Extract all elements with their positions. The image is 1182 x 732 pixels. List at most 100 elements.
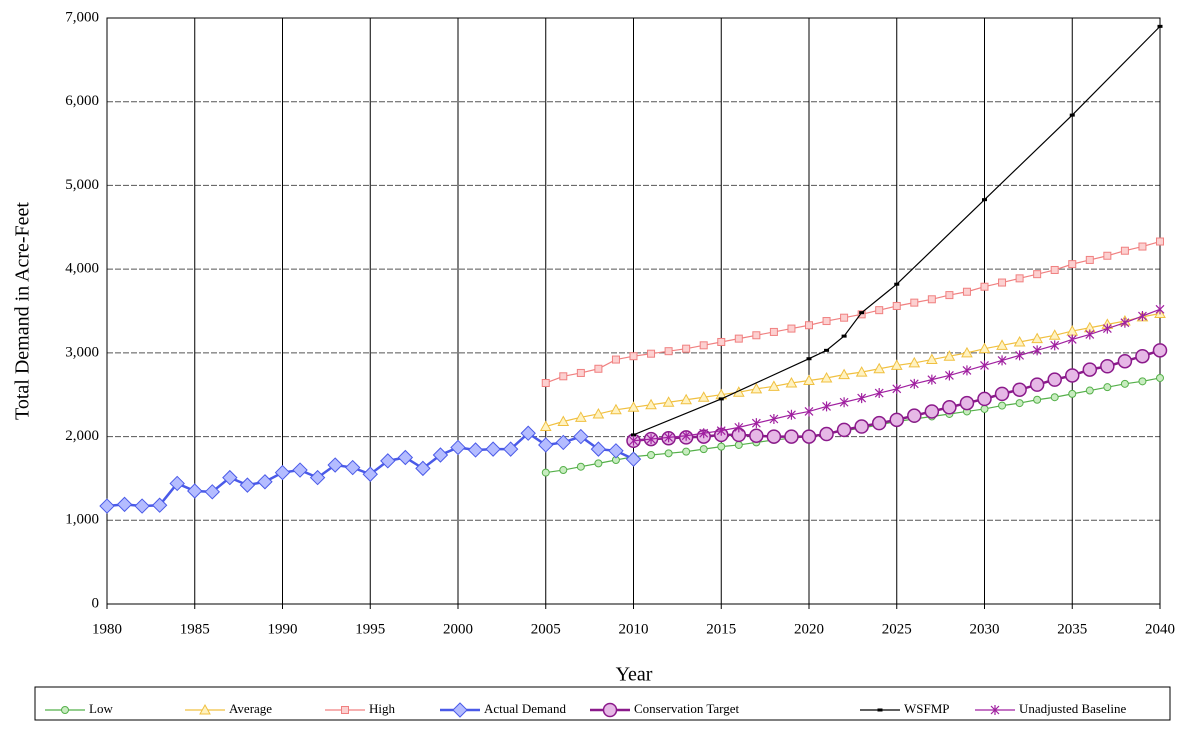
marker	[752, 331, 761, 340]
y-tick-label: 5,000	[65, 177, 99, 193]
marker	[1120, 246, 1129, 255]
x-tick-label: 2035	[1057, 621, 1087, 637]
marker	[994, 386, 1010, 402]
marker	[576, 462, 585, 471]
legend-marker	[341, 706, 349, 714]
marker	[927, 295, 936, 304]
marker	[840, 313, 849, 322]
marker	[1120, 317, 1130, 328]
marker	[959, 395, 975, 411]
legend-marker	[61, 706, 69, 714]
marker	[926, 353, 938, 365]
marker	[980, 282, 989, 291]
marker	[824, 348, 830, 352]
marker	[749, 428, 764, 443]
marker	[592, 407, 605, 419]
marker	[839, 397, 849, 408]
marker	[1032, 345, 1042, 356]
marker	[151, 497, 168, 513]
marker	[1100, 359, 1115, 374]
marker	[822, 317, 831, 326]
marker	[998, 401, 1007, 410]
marker	[557, 415, 570, 427]
x-tick-label: 2015	[706, 621, 736, 637]
marker	[820, 371, 833, 383]
marker	[1157, 24, 1163, 28]
x-tick-label: 2005	[531, 621, 561, 637]
marker	[892, 301, 901, 310]
legend-marker	[990, 705, 1000, 715]
legend-marker	[199, 703, 211, 715]
marker	[1068, 260, 1077, 269]
marker	[1033, 270, 1042, 279]
marker	[996, 339, 1008, 350]
y-tick-label: 4,000	[65, 261, 99, 277]
marker	[890, 359, 903, 370]
marker	[977, 391, 992, 407]
marker	[1085, 386, 1094, 395]
marker	[1156, 237, 1164, 246]
marker	[892, 383, 902, 394]
marker	[664, 432, 674, 443]
y-axis-label: Total Demand in Acre-Feet	[12, 202, 34, 420]
marker	[559, 372, 568, 381]
marker	[1138, 377, 1147, 386]
marker	[909, 378, 919, 389]
x-tick-label: 1985	[180, 621, 210, 637]
marker	[204, 484, 221, 500]
marker	[1048, 329, 1061, 340]
marker	[1120, 379, 1129, 388]
legend-label: High	[369, 701, 396, 716]
marker	[344, 459, 361, 476]
marker	[718, 397, 724, 401]
legend-label: Low	[89, 701, 113, 716]
marker	[980, 360, 989, 371]
marker	[116, 496, 133, 513]
marker	[787, 409, 796, 420]
x-tick-label: 2020	[794, 621, 824, 637]
marker	[292, 462, 308, 478]
marker	[859, 311, 865, 315]
marker	[734, 440, 743, 449]
legend-label: WSFMP	[904, 701, 950, 716]
marker	[467, 442, 484, 458]
marker	[769, 327, 778, 336]
y-tick-label: 1,000	[65, 512, 99, 528]
marker	[680, 393, 692, 405]
legend-box	[34, 686, 1171, 721]
marker	[99, 498, 115, 514]
legend-marker	[452, 702, 468, 718]
marker	[785, 376, 798, 388]
marker	[1050, 265, 1059, 274]
marker	[889, 412, 904, 428]
marker	[629, 435, 638, 446]
marker	[573, 428, 589, 445]
marker	[1029, 377, 1045, 392]
marker	[590, 441, 607, 457]
marker	[1050, 340, 1060, 351]
marker	[1138, 242, 1147, 251]
marker	[1015, 350, 1025, 361]
marker	[980, 404, 989, 413]
legend-label: Actual Demand	[484, 701, 566, 716]
marker	[1085, 255, 1094, 264]
marker	[397, 449, 414, 466]
marker	[662, 396, 675, 407]
marker	[787, 324, 796, 333]
legend-marker	[602, 702, 618, 718]
marker	[222, 469, 238, 486]
marker	[910, 298, 919, 307]
marker	[805, 321, 813, 330]
marker	[766, 429, 782, 444]
y-tick-label: 3,000	[65, 344, 99, 360]
marker	[803, 374, 815, 385]
marker	[1013, 335, 1026, 347]
y-tick-label: 2,000	[65, 428, 99, 444]
marker	[362, 466, 378, 482]
marker	[982, 198, 987, 202]
marker	[575, 411, 587, 422]
marker	[1156, 373, 1164, 382]
marker	[945, 291, 954, 300]
marker	[978, 342, 991, 354]
marker	[629, 352, 638, 361]
